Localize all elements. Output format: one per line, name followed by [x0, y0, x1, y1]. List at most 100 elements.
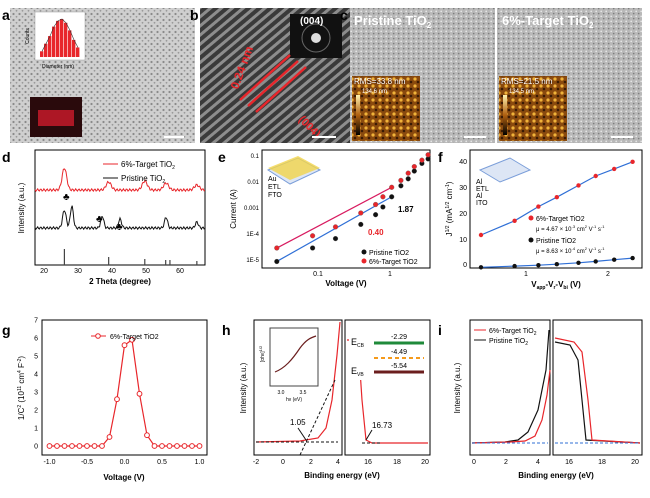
ms-point — [196, 443, 203, 449]
svg-text:16: 16 — [364, 459, 372, 466]
vb-tangent — [299, 379, 336, 456]
stack-f-3: Al — [476, 193, 483, 200]
jv-point — [536, 263, 541, 268]
jv-point — [630, 255, 635, 261]
histogram-bar — [56, 20, 60, 57]
fit-line-target — [276, 186, 392, 249]
ms-point — [189, 443, 195, 449]
panel-label-e: e — [218, 149, 226, 165]
jv-point — [554, 262, 559, 267]
svg-text:0: 0 — [463, 262, 467, 269]
jv-point — [612, 166, 617, 172]
histogram-bar — [60, 19, 64, 57]
pristine-vb — [471, 329, 550, 444]
arrow-1673 — [365, 429, 373, 441]
panel-c: c Pristine TiO2 6%-Target TiO2 RMS=33.8 … — [340, 7, 642, 143]
legend-marker-f1 — [528, 215, 534, 221]
iv-point — [373, 212, 379, 218]
stack-e-fto: FTO — [268, 192, 282, 199]
annotation-105: 1.05 — [290, 418, 306, 427]
jv-points — [478, 159, 635, 270]
tauc-curve — [274, 335, 317, 373]
xtick-g: 1.0 — [195, 459, 205, 466]
panel-i: i 6%-Target TiO2 Pristine TiO2 0 2 4 16 18 2… — [438, 319, 643, 480]
jv-point — [576, 260, 581, 265]
histogram-bar — [76, 47, 80, 57]
ms-point — [121, 342, 128, 349]
jv-point — [593, 173, 598, 179]
svg-text:0.001: 0.001 — [244, 206, 260, 212]
club-marker-3: ♣ — [116, 222, 123, 233]
iv-point — [411, 168, 417, 174]
rms-right: RMS=21.5 nm — [501, 77, 553, 86]
iv-point — [380, 194, 386, 200]
yticks-g: 0 1 2 3 4 5 6 7 — [34, 318, 38, 451]
svg-text:4: 4 — [536, 459, 540, 466]
fft-center — [311, 33, 321, 43]
xlabel-d: 2 Theta (degree) — [89, 277, 151, 286]
iv-point — [358, 210, 364, 216]
svg-text:2: 2 — [504, 459, 508, 466]
legend-marker-g — [95, 333, 101, 339]
ms-point — [84, 443, 90, 449]
xrd-6pct-target — [34, 168, 206, 193]
afm-scale-left: 134.6 nm — [362, 89, 387, 95]
legend-marker-f2 — [528, 237, 534, 243]
xlabel-f: Vapp-Vr-Vbi (V) — [531, 280, 581, 291]
legend-e2: 6%-Target TiO2 — [369, 259, 418, 266]
xtick-g: 0.5 — [157, 459, 167, 466]
svg-text:1: 1 — [388, 271, 392, 278]
ms-point — [69, 443, 75, 449]
ytick-g: 4 — [34, 372, 38, 379]
jv-point — [512, 263, 517, 269]
iv-point — [425, 152, 431, 158]
panel-f: f Al ETL Al ITO 6%-Target TiO2 μ = 4.67 … — [438, 149, 643, 291]
evb-label: EVB — [351, 366, 364, 378]
ytick-g: 6 — [34, 336, 38, 343]
ms-point — [106, 434, 113, 440]
iv-point — [419, 157, 425, 163]
gold-layer — [268, 156, 320, 180]
ylabel-i: Intensity (a.u.) — [453, 362, 462, 413]
panel-label-d: d — [2, 149, 11, 165]
svg-text:20: 20 — [40, 268, 48, 275]
ylabel-d: Intensity (a.u.) — [17, 182, 26, 233]
histogram-bar — [72, 39, 76, 57]
mott-schottky-points — [46, 336, 203, 449]
xticks-e: 0.1 1 — [313, 271, 392, 278]
axes-d — [34, 149, 206, 266]
axes-f — [469, 149, 643, 269]
ms-point — [136, 390, 143, 397]
svg-text:18: 18 — [598, 459, 606, 466]
stack-e-etl: ETL — [268, 184, 281, 191]
legend-f1: 6%-Target TiO2 — [536, 216, 585, 223]
iv-point — [405, 170, 411, 176]
svg-text:2: 2 — [309, 459, 313, 466]
xlabel-g: Voltage (V) — [103, 473, 145, 482]
panel-label-i: i — [438, 322, 442, 338]
ytick-g: 0 — [34, 444, 38, 451]
histogram-bars — [40, 18, 80, 57]
panel-a: a Diameter (nm) Counts — [2, 7, 195, 143]
target-cutoff — [554, 337, 641, 444]
iv-point — [411, 164, 417, 170]
cb-value: -2.29 — [391, 334, 407, 341]
svg-text:1: 1 — [524, 271, 528, 278]
svg-text:1E-4: 1E-4 — [246, 232, 259, 238]
iv-point — [274, 245, 280, 251]
svg-text:0.01: 0.01 — [247, 180, 259, 186]
iv-point — [389, 194, 395, 200]
iv-point — [389, 184, 395, 190]
club-marker-2: ♣ — [96, 214, 103, 225]
iv-point — [380, 204, 386, 210]
ytick-g: 7 — [34, 318, 38, 325]
xrd-pristine — [34, 205, 206, 231]
panel-label-f: f — [438, 149, 443, 165]
jv-point — [512, 218, 517, 223]
annotation-040: 0.40 — [368, 228, 384, 237]
legend-g: 6%-Target TiO2 — [110, 334, 159, 341]
svg-text:10: 10 — [459, 237, 467, 244]
vb-value: -5.54 — [391, 363, 407, 370]
histogram-bar — [40, 51, 44, 57]
jv-point — [536, 204, 541, 209]
